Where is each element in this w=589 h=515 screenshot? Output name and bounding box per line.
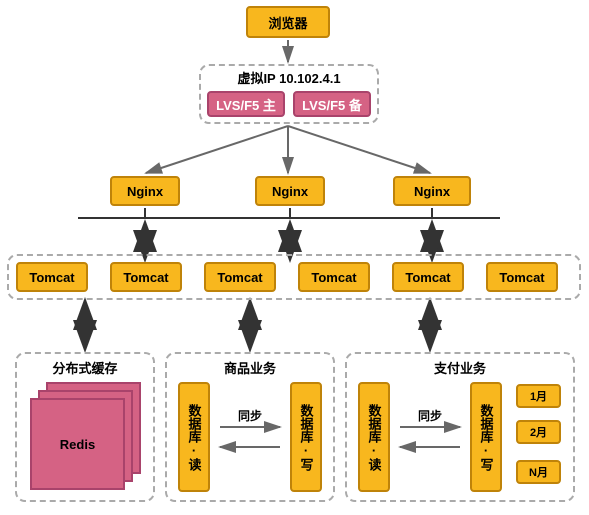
nginx-node: Nginx [110,176,180,206]
tomcat-node: Tomcat [204,262,276,292]
tomcat-node: Tomcat [16,262,88,292]
tomcat-node: Tomcat [392,262,464,292]
lvs-primary-node: LVS/F5 主 [207,91,285,117]
product-db-read: 数据库·读 [178,382,210,492]
pay-month-node: 2月 [516,420,561,444]
tomcat-node: Tomcat [486,262,558,292]
lvs-backup-node: LVS/F5 备 [293,91,371,117]
pay-db-read: 数据库·读 [358,382,390,492]
tomcat-node: Tomcat [298,262,370,292]
cache-group-title: 分布式缓存 [15,358,155,377]
pay-group-title: 支付业务 [345,358,575,377]
pay-month-node: 1月 [516,384,561,408]
product-sync-label: 同步 [216,407,284,424]
tomcat-node: Tomcat [110,262,182,292]
product-group-title: 商品业务 [165,358,335,377]
browser-node: 浏览器 [246,6,330,38]
pay-db-write: 数据库·写 [470,382,502,492]
redis-card-front: Redis [30,398,125,490]
nginx-node: Nginx [255,176,325,206]
pay-sync-label: 同步 [396,407,464,424]
pay-month-node: N月 [516,460,561,484]
nginx-node: Nginx [393,176,471,206]
product-db-write: 数据库·写 [290,382,322,492]
vip-title: 虚拟IP 10.102.4.1 [199,68,379,87]
